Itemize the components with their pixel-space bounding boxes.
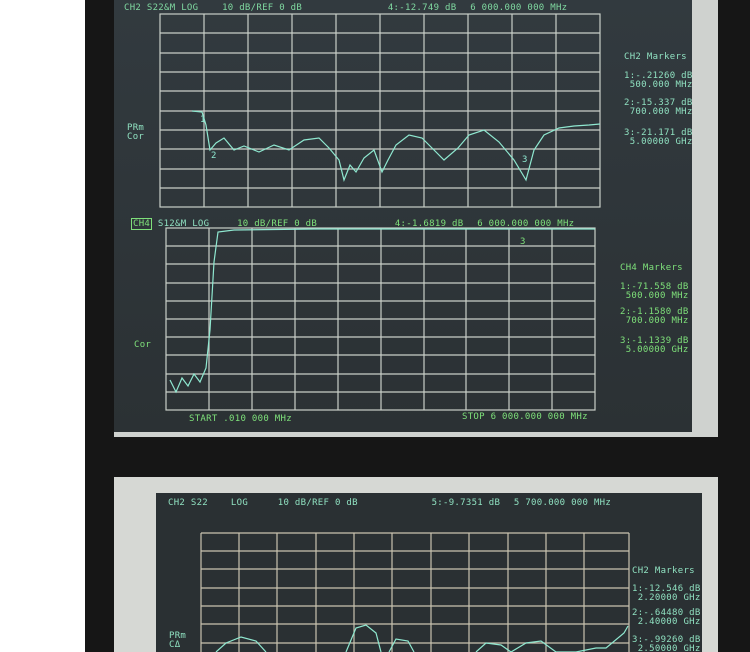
upper-trace	[191, 110, 601, 182]
left-labels-2: PRm CΔ	[169, 631, 187, 650]
lower-header: CH4 S12&M LOG 10 dB/REF 0 dB 4:-1.6819 d…	[131, 218, 575, 230]
analyzer-photo-2: CH2 S22 LOG 10 dB/REF 0 dB 5:-9.7351 dB …	[114, 477, 718, 652]
grid-2	[200, 532, 630, 652]
upper-header: CH2 S22&M LOG 10 dB/REF 0 dB 4:-12.749 d…	[124, 3, 568, 13]
marker-3-flag: 3	[522, 155, 527, 165]
p2-marker-3: 3:-.99260 dB 2.50000 GHz	[632, 635, 701, 652]
trace-display-2	[200, 532, 630, 652]
marker-2-flag: 2	[211, 151, 216, 161]
stop-frequency: STOP 6 000.000 000 MHz	[462, 412, 588, 422]
lower-grid	[165, 227, 596, 411]
analyzer-photo-1: 1 2 3 3 CH2 S22&M LOG 10 dB/REF 0 dB 4:-…	[114, 0, 718, 437]
upper-left-labels: PRm Cor	[127, 123, 145, 142]
ch4-marker-2: 2:-1.1580 dB 700.000 MHz	[620, 307, 689, 326]
marker-3-flag-lower: 3	[520, 237, 525, 247]
lower-left-label: Cor	[134, 340, 152, 350]
ch4-marker-3: 3:-1.1339 dB 5.00000 GHz	[620, 336, 689, 355]
analyzer-screen-2: CH2 S22 LOG 10 dB/REF 0 dB 5:-9.7351 dB …	[156, 493, 702, 652]
lower-trace	[169, 228, 595, 394]
ch4-markers-title: CH4 Markers	[620, 263, 683, 273]
ch2-markers-title: CH2 Markers	[624, 52, 687, 62]
ch2-markers-title-2: CH2 Markers	[632, 566, 695, 576]
trace-2	[215, 636, 267, 652]
trace-display: 1 2 3 3	[159, 13, 601, 411]
header-2: CH2 S22 LOG 10 dB/REF 0 dB 5:-9.7351 dB …	[168, 498, 612, 508]
ch2-marker-2: 2:-15.337 dB 700.000 MHz	[624, 98, 693, 117]
ch2-marker-3: 3:-21.171 dB 5.00000 GHz	[624, 128, 693, 147]
p2-marker-2: 2:-.64480 dB 2.40000 GHz	[632, 608, 701, 627]
p2-marker-1: 1:-12.546 dB 2.20000 GHz	[632, 584, 701, 603]
ch4-marker-1: 1:-71.558 dB 500.000 MHz	[620, 282, 689, 301]
analyzer-screen: 1 2 3 3 CH2 S22&M LOG 10 dB/REF 0 dB 4:-…	[114, 0, 692, 432]
upper-grid	[159, 13, 601, 208]
start-frequency: START .010 000 MHz	[189, 414, 292, 424]
marker-1-flag: 1	[200, 115, 205, 125]
ch2-marker-1: 1:-.21260 dB 500.000 MHz	[624, 71, 693, 90]
